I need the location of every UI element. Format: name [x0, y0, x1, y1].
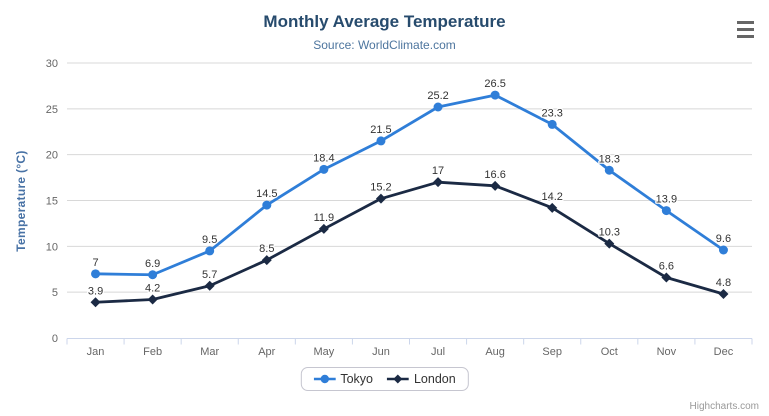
- data-label-london-may: 11.9: [314, 212, 335, 224]
- marker-london-jan[interactable]: [90, 297, 101, 308]
- marker-tokyo-sep[interactable]: [547, 119, 557, 129]
- marker-tokyo-may[interactable]: [319, 164, 329, 174]
- marker-london-sep[interactable]: [547, 202, 558, 213]
- data-label-london-nov: 6.6: [659, 261, 674, 273]
- marker-london-nov[interactable]: [661, 272, 672, 283]
- data-label-london-feb: 4.2: [145, 283, 160, 295]
- x-tick-label: Jun: [372, 346, 390, 358]
- data-label-london-jun: 15.2: [370, 182, 391, 194]
- data-label-london-jan: 3.9: [88, 285, 103, 297]
- y-tick-label: 20: [46, 150, 58, 162]
- y-tick-label: 10: [46, 241, 58, 253]
- data-label-london-mar: 5.7: [202, 269, 217, 281]
- marker-tokyo-oct[interactable]: [604, 165, 614, 175]
- marker-tokyo-jan[interactable]: [91, 269, 101, 279]
- series-line-tokyo: [94, 93, 725, 277]
- y-tick-label: 30: [46, 58, 58, 70]
- legend-label: Tokyo: [340, 372, 373, 386]
- marker-london-dec[interactable]: [718, 289, 729, 299]
- diamond-series-marker-icon: [386, 374, 409, 384]
- marker-london-jul[interactable]: [433, 177, 444, 188]
- data-label-tokyo-feb: 6.9: [145, 258, 160, 270]
- x-tick-label: Aug: [485, 346, 505, 358]
- x-tick-label: Nov: [657, 346, 677, 358]
- highcharts-credit[interactable]: Highcharts.com: [689, 401, 759, 412]
- chart-context-menu-button[interactable]: [734, 21, 756, 39]
- data-label-tokyo-jun: 21.5: [370, 124, 391, 136]
- y-tick-label: 0: [52, 333, 58, 345]
- data-label-tokyo-apr: 14.5: [256, 188, 277, 200]
- data-label-tokyo-aug: 26.5: [484, 78, 505, 90]
- y-tick-label: 5: [52, 287, 58, 299]
- data-label-london-apr: 8.5: [259, 243, 274, 255]
- data-label-tokyo-oct: 18.3: [599, 153, 620, 165]
- marker-tokyo-jul[interactable]: [433, 102, 443, 112]
- legend-label: London: [413, 372, 456, 386]
- y-tick-label: 15: [46, 196, 58, 208]
- marker-london-may[interactable]: [318, 223, 329, 234]
- x-tick-label: May: [313, 346, 334, 358]
- x-tick-label: Jul: [431, 346, 445, 358]
- marker-tokyo-nov[interactable]: [661, 206, 671, 216]
- marker-tokyo-apr[interactable]: [262, 200, 272, 210]
- legend-item-london[interactable]: London: [386, 372, 456, 386]
- x-tick-label: Jan: [87, 346, 105, 358]
- data-label-london-sep: 14.2: [541, 191, 562, 203]
- marker-tokyo-mar[interactable]: [205, 246, 215, 256]
- data-label-london-aug: 16.6: [484, 169, 505, 181]
- marker-london-aug[interactable]: [490, 180, 501, 191]
- data-label-london-jul: 17: [432, 165, 444, 177]
- x-tick-label: Dec: [714, 346, 734, 358]
- data-label-tokyo-sep: 23.3: [541, 107, 562, 119]
- data-label-london-dec: 4.8: [716, 277, 731, 289]
- marker-tokyo-feb[interactable]: [148, 270, 158, 280]
- legend-item-tokyo[interactable]: Tokyo: [313, 372, 373, 386]
- x-tick-label: Oct: [601, 346, 618, 358]
- marker-london-feb[interactable]: [147, 294, 158, 305]
- marker-london-jun[interactable]: [375, 193, 386, 204]
- marker-tokyo-dec[interactable]: [718, 245, 728, 255]
- data-label-tokyo-dec: 9.6: [716, 233, 731, 245]
- x-tick-label: Apr: [258, 346, 275, 358]
- legend: Tokyo London: [300, 367, 469, 391]
- marker-tokyo-aug[interactable]: [490, 90, 500, 100]
- data-label-london-oct: 10.3: [599, 227, 620, 239]
- chart-subtitle: Source: WorldClimate.com: [313, 38, 456, 52]
- marker-london-apr[interactable]: [261, 255, 272, 266]
- chart-title: Monthly Average Temperature: [263, 12, 506, 31]
- marker-london-oct[interactable]: [604, 238, 615, 249]
- marker-london-mar[interactable]: [204, 280, 215, 291]
- data-label-tokyo-mar: 9.5: [202, 234, 217, 246]
- data-label-tokyo-nov: 13.9: [656, 194, 677, 206]
- data-label-tokyo-jan: 7: [92, 257, 98, 269]
- series-line-london: [94, 180, 725, 304]
- hamburger-menu-icon: [734, 21, 756, 38]
- data-label-tokyo-jul: 25.2: [427, 90, 448, 102]
- marker-tokyo-jun[interactable]: [376, 136, 386, 146]
- x-tick-label: Sep: [542, 346, 562, 358]
- circle-series-marker-icon: [313, 374, 336, 384]
- y-tick-label: 25: [46, 104, 58, 116]
- data-label-tokyo-may: 18.4: [313, 152, 334, 164]
- x-tick-label: Mar: [200, 346, 219, 358]
- x-tick-label: Feb: [143, 346, 162, 358]
